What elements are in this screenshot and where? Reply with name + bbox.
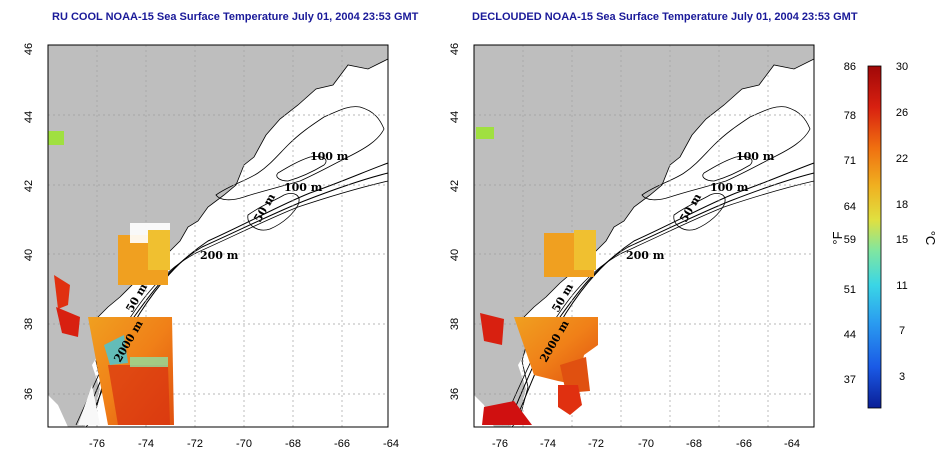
lat-tick-label: 46 [449, 43, 461, 55]
temperature-colorbar: 86 78 71 64 59 51 44 37 30 26 22 18 15 1… [830, 61, 938, 409]
left-map-frame [47, 44, 389, 428]
fahrenheit-tick-label: 71 [844, 155, 856, 167]
lat-tick-label: 38 [23, 318, 35, 330]
contour-label: 100 m [310, 150, 349, 163]
celsius-tick-label: 3 [899, 371, 905, 383]
lat-tick-label: 44 [23, 111, 35, 123]
lat-tick-label: 36 [23, 388, 35, 400]
fahrenheit-tick-label: 86 [844, 61, 856, 73]
lon-tick-label: -66 [334, 438, 350, 450]
lat-tick-label: 44 [449, 111, 461, 123]
celsius-tick-label: 30 [896, 61, 908, 73]
lon-tick-label: -76 [89, 438, 105, 450]
fahrenheit-tick-label: 64 [844, 201, 856, 213]
celsius-tick-label: 18 [896, 199, 908, 211]
lon-tick-label: -72 [187, 438, 203, 450]
fahrenheit-ticks: 86 78 71 64 59 51 44 37 [844, 61, 856, 386]
celsius-tick-label: 7 [899, 325, 905, 337]
left-sst-overlay [48, 131, 174, 425]
fahrenheit-tick-label: 51 [844, 284, 856, 296]
lat-tick-label: 42 [23, 180, 35, 192]
fahrenheit-tick-label: 59 [844, 234, 856, 246]
lon-tick-label: -74 [540, 438, 556, 450]
contour-label: 200 m [200, 249, 239, 262]
lon-tick-label: -74 [138, 438, 154, 450]
left-lon-ticks: -76 -74 -72 -70 -68 -66 -64 [89, 438, 399, 450]
left-sst-map: 100 m 100 m 50 m 200 m 50 m 2000 m -76 -… [23, 43, 399, 450]
left-lat-ticks: 46 44 42 40 38 36 [23, 43, 35, 400]
right-lon-ticks: -76 -74 -72 -70 -68 -66 -64 [492, 438, 800, 450]
left-map-title: RU COOL NOAA-15 Sea Surface Temperature … [52, 11, 419, 23]
lon-tick-label: -70 [638, 438, 654, 450]
fahrenheit-tick-label: 78 [844, 110, 856, 122]
fahrenheit-unit-label: °F [830, 231, 845, 244]
celsius-tick-label: 26 [896, 107, 908, 119]
lon-tick-label: -64 [383, 438, 399, 450]
lon-tick-label: -66 [736, 438, 752, 450]
right-map-title: DECLOUDED NOAA-15 Sea Surface Temperatur… [472, 11, 858, 23]
lat-tick-label: 42 [449, 180, 461, 192]
right-sst-overlay [476, 127, 598, 425]
lat-tick-label: 40 [449, 249, 461, 261]
fahrenheit-tick-label: 37 [844, 374, 856, 386]
right-map-frame [473, 44, 815, 428]
celsius-ticks: 30 26 22 18 15 11 7 3 [896, 61, 908, 383]
lon-tick-label: -68 [686, 438, 702, 450]
right-sst-map: 100 m 100 m 50 m 200 m 50 m 2000 m -76 -… [449, 43, 815, 450]
fahrenheit-tick-label: 44 [844, 329, 856, 341]
celsius-unit-label: °C [923, 231, 938, 246]
contour-label: 200 m [626, 249, 665, 262]
contour-label: 100 m [736, 150, 775, 163]
lon-tick-label: -76 [492, 438, 508, 450]
celsius-tick-label: 22 [896, 153, 908, 165]
lon-tick-label: -64 [784, 438, 800, 450]
lat-tick-label: 46 [23, 43, 35, 55]
celsius-tick-label: 11 [896, 280, 907, 292]
lon-tick-label: -72 [588, 438, 604, 450]
lat-tick-label: 38 [449, 318, 461, 330]
lat-tick-label: 36 [449, 388, 461, 400]
colorbar-gradient [867, 65, 882, 409]
contour-label: 100 m [284, 181, 323, 194]
lon-tick-label: -68 [285, 438, 301, 450]
contour-label: 100 m [710, 181, 749, 194]
lon-tick-label: -70 [236, 438, 252, 450]
right-lat-ticks: 46 44 42 40 38 36 [449, 43, 461, 400]
lat-tick-label: 40 [23, 249, 35, 261]
celsius-tick-label: 15 [896, 234, 908, 246]
